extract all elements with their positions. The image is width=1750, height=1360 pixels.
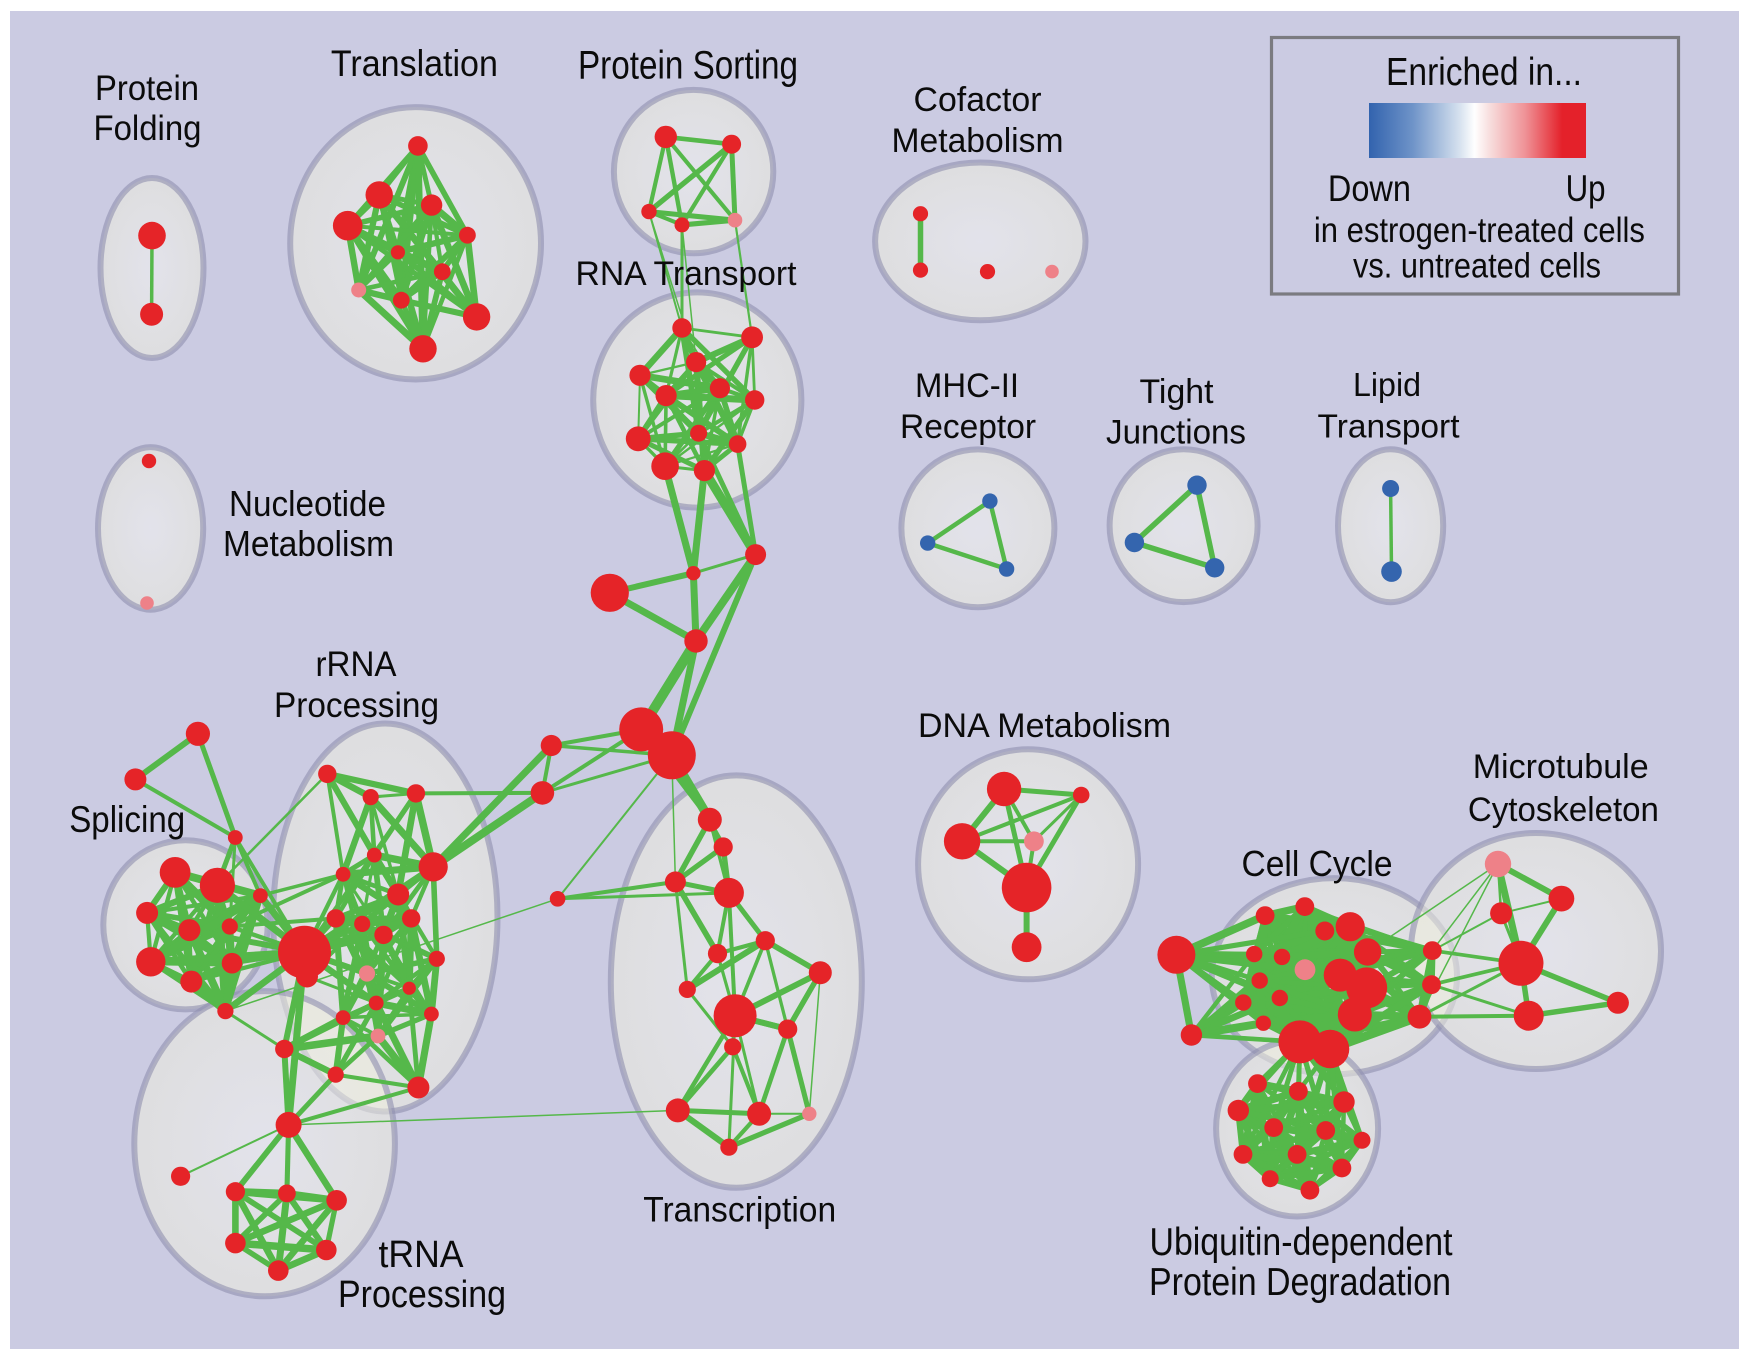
- svg-text:Metabolism: Metabolism: [223, 523, 394, 564]
- svg-text:Transcription: Transcription: [643, 1191, 836, 1230]
- svg-text:Protein Degradation: Protein Degradation: [1149, 1261, 1451, 1304]
- svg-text:tRNA: tRNA: [379, 1234, 465, 1276]
- svg-text:vs. untreated cells: vs. untreated cells: [1353, 247, 1601, 286]
- svg-text:Down: Down: [1328, 168, 1411, 209]
- svg-text:Metabolism: Metabolism: [892, 122, 1064, 160]
- svg-text:Processing: Processing: [274, 686, 439, 725]
- svg-text:in estrogen-treated cells: in estrogen-treated cells: [1314, 211, 1645, 250]
- svg-text:Nucleotide: Nucleotide: [229, 483, 386, 524]
- svg-text:Processing: Processing: [338, 1274, 506, 1316]
- svg-text:Tight: Tight: [1140, 373, 1215, 411]
- svg-text:Junctions: Junctions: [1106, 414, 1246, 452]
- svg-text:Protein: Protein: [95, 69, 199, 108]
- svg-text:Splicing: Splicing: [69, 799, 185, 840]
- svg-text:Enriched in...: Enriched in...: [1386, 51, 1582, 94]
- svg-text:Cell Cycle: Cell Cycle: [1242, 843, 1393, 884]
- svg-text:Microtubule: Microtubule: [1473, 748, 1649, 786]
- svg-text:Transport: Transport: [1318, 408, 1460, 445]
- svg-text:RNA Transport: RNA Transport: [576, 255, 798, 293]
- svg-text:Protein Sorting: Protein Sorting: [578, 44, 798, 88]
- svg-text:MHC-II: MHC-II: [915, 367, 1019, 405]
- svg-text:Ubiquitin-dependent: Ubiquitin-dependent: [1150, 1221, 1453, 1264]
- svg-text:Lipid: Lipid: [1353, 366, 1421, 403]
- svg-text:Translation: Translation: [331, 43, 498, 84]
- svg-text:rRNA: rRNA: [316, 645, 398, 684]
- svg-text:Receptor: Receptor: [900, 408, 1036, 446]
- svg-text:DNA Metabolism: DNA Metabolism: [918, 707, 1171, 745]
- svg-text:Up: Up: [1566, 168, 1606, 209]
- svg-text:Cofactor: Cofactor: [914, 81, 1042, 119]
- svg-text:Folding: Folding: [94, 109, 202, 148]
- svg-text:Cytoskeleton: Cytoskeleton: [1468, 791, 1659, 829]
